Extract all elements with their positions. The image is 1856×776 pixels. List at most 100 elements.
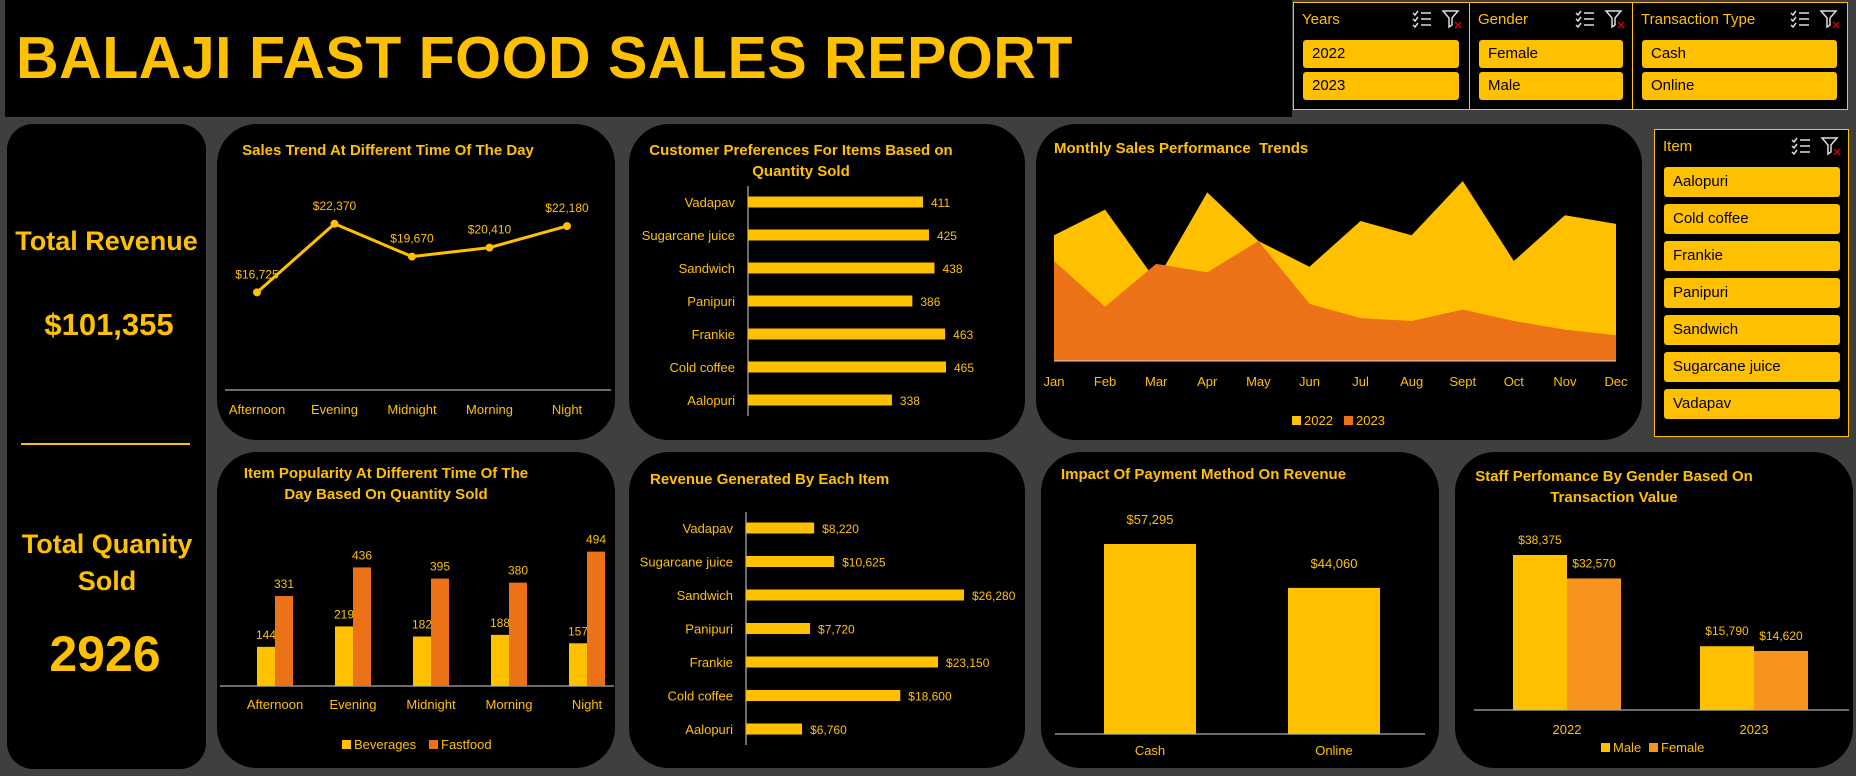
x-tick-label: Night	[552, 402, 583, 417]
data-label: 380	[508, 564, 528, 578]
bar-Beverages	[569, 643, 587, 686]
data-label: 463	[953, 328, 973, 342]
slicer-transaction-type: Transaction Type Cash Online	[1632, 2, 1848, 110]
x-tick-label: Midnight	[406, 697, 456, 712]
bar	[748, 394, 892, 406]
clear-filter-icon[interactable]	[1820, 136, 1842, 156]
slicer-item-2022[interactable]: 2022	[1303, 40, 1459, 68]
data-label: $44,060	[1311, 556, 1358, 571]
x-tick-label: Cash	[1135, 743, 1165, 758]
x-tick-label: Jun	[1299, 374, 1320, 389]
y-tick-label: Sugarcane juice	[640, 555, 733, 570]
y-tick-label: Frankie	[692, 327, 735, 342]
x-tick-label: 2023	[1740, 722, 1769, 737]
data-label: $23,150	[946, 656, 990, 670]
bar-Female	[1567, 578, 1621, 710]
legend-swatch	[1292, 416, 1301, 425]
slicer-item: Item Aalopuri Cold coffee Frankie Panipu…	[1654, 129, 1849, 437]
panel-customer-preferences	[629, 124, 1025, 440]
slicer-item-frankie[interactable]: Frankie	[1664, 241, 1840, 271]
legend-swatch	[1649, 743, 1658, 752]
slicer-item-panipuri[interactable]: Panipuri	[1664, 278, 1840, 308]
x-tick-label: Jan	[1044, 374, 1065, 389]
x-tick-label: Evening	[330, 697, 377, 712]
bar	[1288, 587, 1380, 734]
multi-select-icon[interactable]	[1411, 9, 1433, 29]
kpi-divider	[21, 443, 190, 445]
x-tick-label: May	[1246, 374, 1271, 389]
bar	[746, 623, 811, 634]
x-tick-label: Midnight	[387, 402, 437, 417]
bar	[748, 196, 924, 208]
data-label: 331	[274, 577, 294, 591]
bar	[746, 723, 803, 735]
legend-swatch	[1601, 743, 1610, 752]
multi-select-icon[interactable]	[1574, 9, 1596, 29]
title-staff-gender: Staff Perfomance By Gender Based On Tran…	[1475, 468, 1753, 506]
data-label: 386	[920, 295, 940, 309]
data-label: $38,375	[1518, 533, 1562, 547]
bar	[748, 295, 913, 307]
data-label: $7,720	[818, 623, 855, 637]
panel-sales-trend	[217, 124, 615, 440]
area-2023	[1054, 241, 1616, 361]
title-revenue-by-item: Revenue Generated By Each Item	[650, 471, 890, 488]
header-bar	[5, 0, 1292, 117]
data-label: 188	[490, 616, 510, 630]
chart-monthly-sales: Jan Feb Mar Apr May Jun Jul Aug Sept Oct Nov Dec 202…	[1044, 181, 1628, 428]
bar-Male	[1513, 555, 1567, 710]
clear-filter-icon[interactable]	[1819, 9, 1841, 29]
y-tick-label: Sandwich	[677, 588, 733, 603]
data-label: $22,180	[545, 201, 589, 215]
y-tick-label: Vadapav	[683, 521, 734, 536]
slicer-item-aalopuri[interactable]: Aalopuri	[1664, 167, 1840, 197]
slicer-item-male[interactable]: Male	[1479, 72, 1623, 100]
slicer-item-female[interactable]: Female	[1479, 40, 1623, 68]
data-label: $6,760	[810, 723, 847, 737]
chart-payment-method: $57,295 Cash $44,060 Online	[1055, 512, 1425, 758]
y-tick-label: Sugarcane juice	[642, 228, 735, 243]
x-tick-label: Nov	[1553, 374, 1577, 389]
x-tick-label: Jul	[1352, 374, 1369, 389]
bar-Beverages	[335, 626, 353, 686]
bar	[746, 690, 901, 701]
clear-filter-icon[interactable]	[1441, 9, 1463, 29]
y-tick-label: Panipuri	[685, 622, 733, 637]
bar-Fastfood	[353, 567, 371, 686]
chart-sales-trend: $16,725 Afternoon $22,370 Evening $19,670 Mid…	[225, 199, 611, 417]
slicer-item-cash[interactable]: Cash	[1642, 40, 1837, 68]
title-customer-preferences: Customer Preferences For Items Based on …	[649, 142, 953, 180]
slicer-item-vadapav[interactable]: Vadapav	[1664, 389, 1840, 419]
chart-item-popularity: 144 331 Afternoon 219 436 Evening 182 395 Midnig…	[220, 533, 614, 752]
data-label: 338	[900, 394, 920, 408]
x-tick-label: Oct	[1504, 374, 1525, 389]
slicer-item-header: Item	[1663, 138, 1693, 155]
bar	[746, 589, 964, 601]
data-label: $18,600	[908, 690, 952, 704]
clear-filter-icon[interactable]	[1604, 9, 1626, 29]
legend-swatch	[429, 740, 438, 749]
x-tick-label: Sept	[1449, 374, 1476, 389]
multi-select-icon[interactable]	[1789, 9, 1811, 29]
slicer-item-sugarcane-juice[interactable]: Sugarcane juice	[1664, 352, 1840, 382]
slicer-item-online[interactable]: Online	[1642, 72, 1837, 100]
data-point	[485, 243, 494, 252]
slicer-item-sandwich[interactable]: Sandwich	[1664, 315, 1840, 345]
x-tick-label: Evening	[311, 402, 358, 417]
data-label: $20,410	[468, 223, 512, 237]
bar	[746, 522, 815, 534]
legend-label: Fastfood	[441, 737, 492, 752]
bar	[1104, 544, 1196, 734]
total-quantity-label: Total Quanity Sold	[21, 529, 193, 596]
legend-swatch	[1344, 416, 1353, 425]
data-label: 436	[352, 548, 372, 562]
slicer-item-2023[interactable]: 2023	[1303, 72, 1459, 100]
y-tick-label: Aalopuri	[687, 393, 735, 408]
legend-swatch	[342, 740, 351, 749]
slicer-item-cold-coffee[interactable]: Cold coffee	[1664, 204, 1840, 234]
data-point	[253, 288, 261, 297]
bar	[748, 328, 946, 340]
multi-select-icon[interactable]	[1790, 136, 1812, 156]
chart-revenue-by-item: Vadapav $8,220 Sugarcane juice $10,625 Sandw…	[640, 512, 1016, 745]
data-label: 425	[937, 229, 957, 243]
